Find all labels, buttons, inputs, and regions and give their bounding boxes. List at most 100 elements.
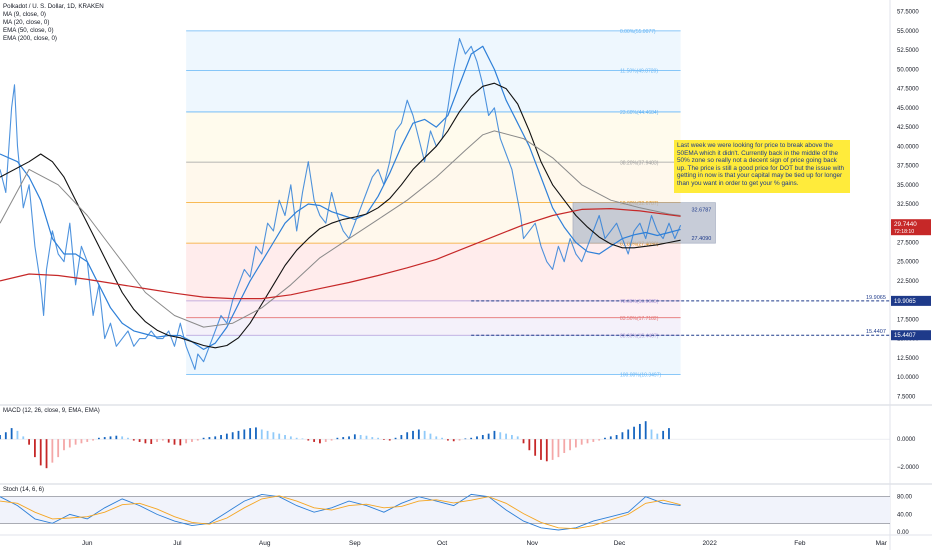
macd-histogram-bar xyxy=(260,429,263,440)
macd-histogram-bar xyxy=(574,439,577,448)
macd-histogram-bar xyxy=(313,439,316,442)
macd-tick-label: 0.0000 xyxy=(897,437,916,443)
macd-histogram-bar xyxy=(57,439,60,458)
countdown-label: 72:18:10 xyxy=(894,229,914,235)
macd-histogram-bar xyxy=(266,430,269,440)
macd-histogram-bar xyxy=(289,436,292,440)
price-tick-label: 55.0000 xyxy=(897,29,919,35)
fib-level-label: 88.60%(15.4407) xyxy=(620,333,659,339)
macd-histogram-bar xyxy=(580,439,583,445)
time-tick-label: Jun xyxy=(82,540,93,547)
support-axis-tag xyxy=(891,295,931,306)
support-axis-label: 15.4407 xyxy=(894,333,916,339)
time-tick-label: Sep xyxy=(349,540,361,547)
series-line-ema50 xyxy=(0,130,681,328)
macd-histogram-bar xyxy=(394,437,397,440)
macd-histogram-bar xyxy=(109,436,112,440)
macd-histogram-bar xyxy=(447,439,449,441)
macd-histogram-bar xyxy=(499,432,502,440)
annotation-note[interactable]: Last week we were looking for price to b… xyxy=(674,140,850,193)
time-tick-label: Jul xyxy=(173,540,182,547)
macd-histogram-bar xyxy=(481,435,484,440)
stoch-label[interactable]: Stoch (14, 6, 6) xyxy=(3,487,45,493)
legend-item-ma9[interactable]: MA (9, close, 0) xyxy=(3,11,46,18)
macd-histogram-bar xyxy=(633,426,635,440)
time-tick-label: Dec xyxy=(614,540,626,547)
macd-histogram-bar xyxy=(662,430,665,440)
macd-histogram-bar xyxy=(586,439,589,444)
time-tick-label: 2022 xyxy=(702,540,717,547)
macd-histogram-bar xyxy=(656,433,659,440)
macd-histogram-bar xyxy=(650,429,653,440)
macd-histogram-bar xyxy=(528,439,531,451)
time-tick-label: Aug xyxy=(259,540,271,547)
macd-histogram-bar xyxy=(307,439,310,441)
macd-histogram-bar xyxy=(138,439,141,442)
macd-histogram-bar xyxy=(377,437,380,440)
price-tick-label: 47.5000 xyxy=(897,87,919,93)
series-line-stoch_d xyxy=(0,495,681,530)
macd-histogram-bar xyxy=(185,439,188,444)
price-tick-label: 27.5000 xyxy=(897,240,919,246)
macd-histogram-bar xyxy=(39,439,42,466)
price-tick-label: 52.5000 xyxy=(897,48,919,54)
fib-fill-band xyxy=(186,162,681,203)
macd-histogram-bar xyxy=(51,439,54,463)
macd-histogram-bar xyxy=(202,437,205,440)
macd-histogram-bar xyxy=(272,432,275,440)
macd-histogram-bar xyxy=(16,430,19,440)
macd-histogram-bar xyxy=(388,439,391,441)
macd-histogram-bar xyxy=(121,436,124,440)
macd-histogram-bar xyxy=(196,439,199,441)
zone-top-label: 32.6787 xyxy=(691,208,711,214)
macd-histogram-bar xyxy=(301,438,304,440)
macd-label[interactable]: MACD (12, 26, close, 9, EMA, EMA) xyxy=(3,408,100,414)
legend-item-ema200[interactable]: EMA (200, close, 0) xyxy=(3,35,57,42)
macd-histogram-bar xyxy=(429,433,432,440)
fib-fill-band xyxy=(186,300,681,318)
macd-histogram-bar xyxy=(208,437,211,440)
macd-histogram-bar xyxy=(435,436,438,440)
price-tick-label: 32.5000 xyxy=(897,202,919,208)
series-line-ma9 xyxy=(0,45,681,350)
macd-histogram-bar xyxy=(284,435,286,440)
macd-histogram-bar xyxy=(545,439,548,462)
macd-histogram-bar xyxy=(237,430,240,440)
macd-histogram-bar xyxy=(295,437,298,440)
macd-histogram-bar xyxy=(22,436,25,440)
price-tick-label: 35.0000 xyxy=(897,183,919,189)
macd-histogram-bar xyxy=(220,435,222,440)
series-line-price xyxy=(0,38,682,370)
macd-histogram-bar xyxy=(324,439,327,442)
macd-histogram-bar xyxy=(470,437,473,440)
macd-histogram-bar xyxy=(330,439,333,441)
macd-histogram-bar xyxy=(45,439,48,469)
macd-histogram-bar xyxy=(173,439,176,445)
macd-histogram-bar xyxy=(127,437,129,440)
macd-histogram-bar xyxy=(68,439,71,448)
macd-tick-label: −2.0000 xyxy=(897,465,920,471)
macd-histogram-bar xyxy=(150,439,153,444)
macd-histogram-bar xyxy=(10,428,13,440)
macd-histogram-bar xyxy=(249,428,252,440)
macd-histogram-bar xyxy=(255,427,257,440)
macd-histogram-bar xyxy=(563,439,566,453)
time-tick-label: Mar xyxy=(876,540,888,547)
time-tick-label: Feb xyxy=(794,540,806,547)
macd-histogram-bar xyxy=(592,439,595,442)
macd-histogram-bar xyxy=(191,439,193,442)
legend-item-ema50[interactable]: EMA (50, close, 0) xyxy=(3,27,54,34)
legend-item-ma20[interactable]: MA (20, close, 0) xyxy=(3,19,50,26)
price-tick-label: 42.5000 xyxy=(897,125,919,131)
fib-level-label: 11.50%(49.8720) xyxy=(620,69,658,75)
fib-level-label: 38.20%(37.9483) xyxy=(620,160,659,166)
price-tick-label: 25.0000 xyxy=(897,260,919,266)
series-line-ema200 xyxy=(0,208,681,300)
fib-fill-band xyxy=(186,70,681,112)
macd-histogram-bar xyxy=(668,428,670,440)
macd-histogram-bar xyxy=(598,439,601,441)
fib-level-label: 0.00%(55.0077) xyxy=(620,29,656,35)
price-tick-label: 50.0000 xyxy=(897,67,919,73)
zone-bottom-label: 27.4090 xyxy=(691,236,711,242)
